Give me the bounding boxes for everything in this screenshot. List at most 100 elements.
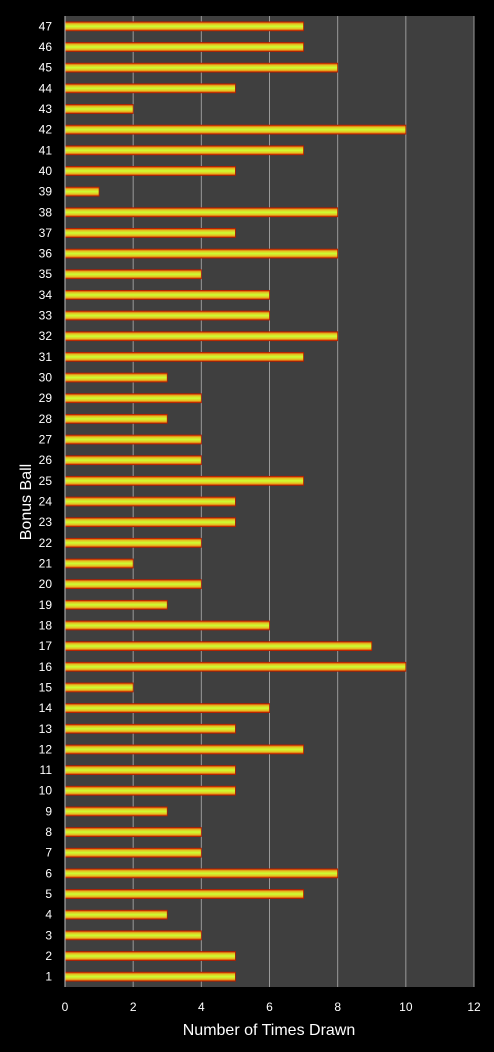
bar-ball-19 [64, 599, 168, 610]
x-axis-title: Number of Times Drawn [183, 1022, 356, 1039]
y-tick-label: 47 [39, 19, 53, 33]
y-tick-label: 12 [39, 742, 53, 756]
bar-ball-17 [64, 641, 373, 652]
y-tick-label: 14 [39, 701, 53, 715]
x-tick-label: 0 [62, 1000, 69, 1014]
y-tick-label: 4 [45, 908, 52, 922]
bar-ball-34 [64, 289, 270, 300]
bar-ball-26 [64, 455, 202, 466]
bar-ball-9 [64, 806, 168, 817]
bar-ball-20 [64, 579, 202, 590]
bar-ball-30 [64, 372, 168, 383]
y-tick-label: 30 [39, 371, 53, 385]
bar-ball-47 [64, 21, 304, 32]
bar-ball-24 [64, 496, 236, 507]
y-tick-label: 6 [45, 866, 52, 880]
x-tick-label: 2 [130, 1000, 137, 1014]
bar-ball-13 [64, 723, 236, 734]
y-tick-label: 3 [45, 928, 52, 942]
y-tick-label: 2 [45, 949, 52, 963]
bar-ball-7 [64, 847, 202, 858]
bar-ball-29 [64, 393, 202, 404]
bar-ball-40 [64, 166, 236, 176]
y-tick-label: 23 [39, 515, 53, 529]
x-tick-label: 8 [334, 1000, 341, 1014]
bar-ball-18 [64, 620, 270, 631]
y-axis-title: Bonus Ball [18, 464, 35, 541]
bar-ball-38 [64, 207, 339, 218]
bar-ball-4 [64, 909, 168, 920]
y-tick-label: 16 [39, 660, 53, 674]
x-tick-label: 4 [198, 1000, 205, 1014]
bar-ball-27 [64, 434, 202, 445]
y-tick-label: 11 [40, 763, 53, 777]
y-tick-label: 29 [39, 391, 53, 405]
y-tick-label: 13 [39, 722, 53, 736]
y-tick-label: 32 [39, 329, 53, 343]
y-tick-label: 25 [39, 474, 53, 488]
bar-ball-36 [64, 248, 339, 259]
bar-ball-43 [64, 104, 134, 114]
y-tick-label: 40 [39, 164, 53, 178]
bar-ball-15 [64, 682, 134, 693]
y-tick-label: 10 [39, 784, 53, 798]
y-tick-label: 41 [39, 143, 53, 157]
bar-ball-28 [64, 413, 168, 424]
y-tick-label: 45 [39, 61, 53, 75]
y-tick-label: 46 [39, 40, 53, 54]
bar-ball-42 [64, 124, 407, 135]
bar-ball-41 [64, 145, 304, 156]
bar-ball-16 [64, 661, 407, 672]
bar-ball-6 [64, 868, 339, 879]
bar-ball-22 [64, 537, 202, 548]
bar-ball-31 [64, 351, 304, 362]
y-tick-label: 38 [39, 205, 53, 219]
y-tick-label: 19 [39, 598, 53, 612]
y-tick-label: 33 [39, 309, 53, 323]
bar-ball-1 [64, 971, 236, 982]
bar-ball-5 [64, 889, 304, 899]
y-tick-label: 39 [39, 185, 53, 199]
y-tick-label: 43 [39, 102, 53, 116]
x-tick-label: 10 [399, 1000, 413, 1014]
y-tick-label: 8 [45, 825, 52, 839]
y-tick-labels: 1234567891011121314151617181920212223242… [39, 19, 53, 983]
y-tick-label: 20 [39, 577, 53, 591]
y-tick-label: 1 [45, 970, 52, 984]
bar-ball-2 [64, 951, 236, 961]
y-tick-label: 26 [39, 453, 53, 467]
y-tick-label: 35 [39, 267, 53, 281]
bar-ball-3 [64, 930, 202, 941]
y-tick-label: 7 [45, 846, 52, 860]
bar-ball-44 [64, 83, 236, 94]
y-tick-label: 21 [39, 556, 53, 570]
bar-ball-46 [64, 42, 304, 52]
y-tick-label: 17 [39, 639, 53, 653]
bar-ball-33 [64, 310, 270, 321]
bar-ball-8 [64, 827, 202, 837]
y-tick-label: 37 [39, 226, 53, 240]
y-tick-label: 28 [39, 412, 53, 426]
bar-ball-11 [64, 765, 236, 775]
bar-ball-14 [64, 703, 270, 713]
y-tick-label: 24 [39, 495, 53, 509]
y-tick-label: 18 [39, 618, 53, 632]
bar-ball-45 [64, 62, 339, 73]
y-tick-label: 42 [39, 123, 53, 137]
bar-ball-21 [64, 558, 134, 569]
y-tick-label: 15 [39, 680, 53, 694]
x-tick-label: 12 [467, 1000, 481, 1014]
bar-ball-23 [64, 517, 236, 528]
bar-ball-10 [64, 785, 236, 796]
y-tick-label: 34 [39, 288, 53, 302]
bar-ball-37 [64, 228, 236, 238]
y-tick-label: 5 [45, 887, 52, 901]
y-tick-label: 36 [39, 247, 53, 261]
y-tick-label: 22 [39, 536, 53, 550]
y-tick-label: 31 [39, 350, 53, 364]
bar-ball-25 [64, 475, 304, 486]
bar-ball-32 [64, 331, 339, 342]
x-tick-label: 6 [266, 1000, 273, 1014]
y-tick-label: 27 [39, 433, 53, 447]
